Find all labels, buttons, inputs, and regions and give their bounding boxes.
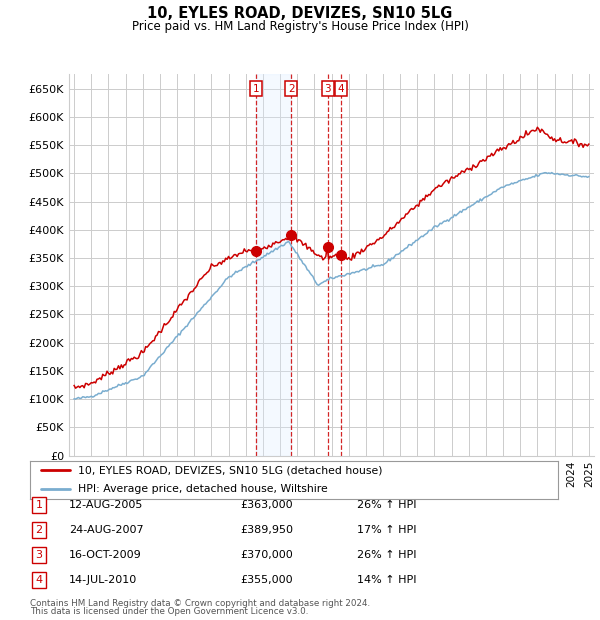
- Text: 3: 3: [325, 84, 331, 94]
- Text: 17% ↑ HPI: 17% ↑ HPI: [357, 525, 416, 535]
- Text: Price paid vs. HM Land Registry's House Price Index (HPI): Price paid vs. HM Land Registry's House …: [131, 20, 469, 33]
- Text: £389,950: £389,950: [240, 525, 293, 535]
- Text: 26% ↑ HPI: 26% ↑ HPI: [357, 550, 416, 560]
- Text: 26% ↑ HPI: 26% ↑ HPI: [357, 500, 416, 510]
- Text: 2: 2: [288, 84, 295, 94]
- Text: 3: 3: [35, 550, 43, 560]
- Text: £363,000: £363,000: [240, 500, 293, 510]
- Text: 4: 4: [337, 84, 344, 94]
- Text: 12-AUG-2005: 12-AUG-2005: [69, 500, 143, 510]
- Bar: [256, 74, 291, 456]
- Text: 1: 1: [35, 500, 43, 510]
- Text: 1: 1: [253, 84, 260, 94]
- Text: This data is licensed under the Open Government Licence v3.0.: This data is licensed under the Open Gov…: [30, 607, 308, 616]
- Text: £370,000: £370,000: [240, 550, 293, 560]
- Text: 10, EYLES ROAD, DEVIZES, SN10 5LG (detached house): 10, EYLES ROAD, DEVIZES, SN10 5LG (detac…: [77, 465, 382, 476]
- Text: Contains HM Land Registry data © Crown copyright and database right 2024.: Contains HM Land Registry data © Crown c…: [30, 598, 370, 608]
- Text: HPI: Average price, detached house, Wiltshire: HPI: Average price, detached house, Wilt…: [77, 484, 327, 495]
- Text: 10, EYLES ROAD, DEVIZES, SN10 5LG: 10, EYLES ROAD, DEVIZES, SN10 5LG: [148, 6, 452, 21]
- Text: £355,000: £355,000: [240, 575, 293, 585]
- Text: 14% ↑ HPI: 14% ↑ HPI: [357, 575, 416, 585]
- Text: 16-OCT-2009: 16-OCT-2009: [69, 550, 142, 560]
- Text: 24-AUG-2007: 24-AUG-2007: [69, 525, 143, 535]
- Text: 4: 4: [35, 575, 43, 585]
- Text: 2: 2: [35, 525, 43, 535]
- Text: 14-JUL-2010: 14-JUL-2010: [69, 575, 137, 585]
